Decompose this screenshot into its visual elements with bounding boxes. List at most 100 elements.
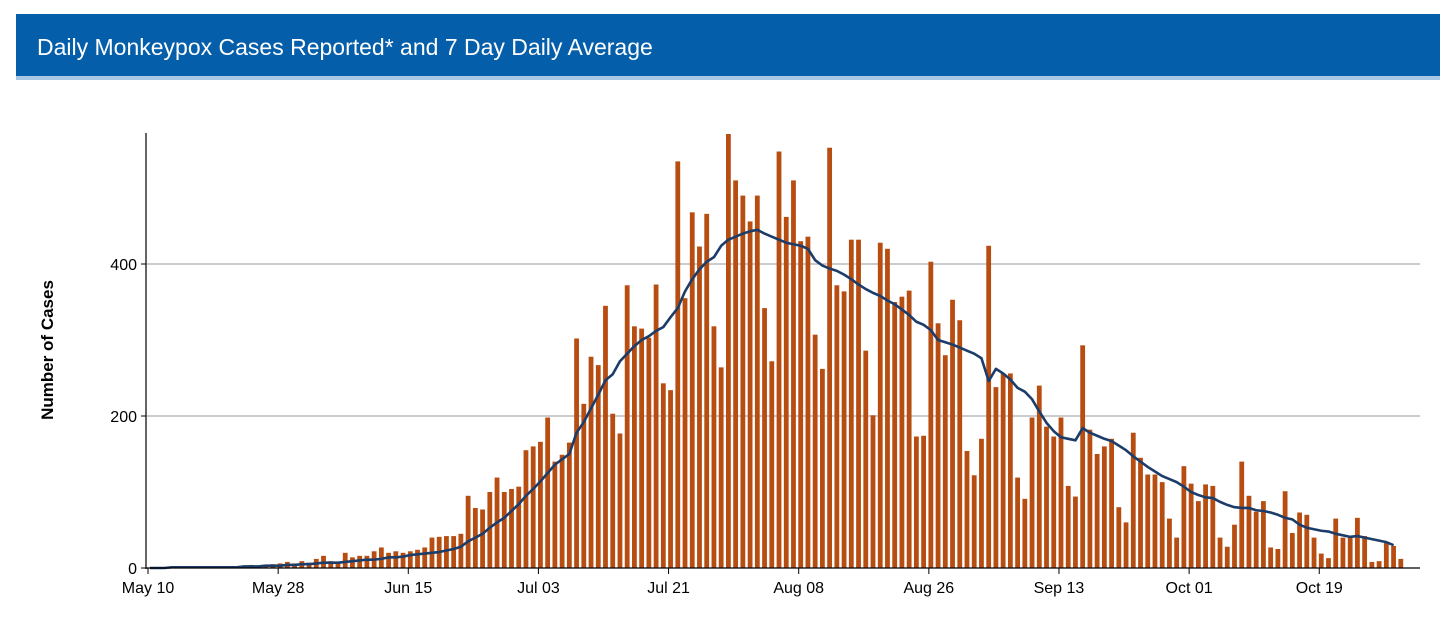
daily-cases-bar — [357, 555, 363, 568]
daily-cases-bar — [1138, 457, 1143, 568]
daily-cases-bar — [711, 326, 717, 568]
daily-cases-bar — [1000, 373, 1006, 568]
daily-cases-bar — [364, 555, 370, 568]
daily-cases-bar — [1080, 345, 1086, 568]
daily-cases-bar — [704, 213, 710, 568]
daily-cases-bar — [1224, 546, 1230, 568]
daily-cases-bar — [913, 436, 919, 568]
daily-cases-bar — [1073, 496, 1078, 568]
daily-cases-bar — [1058, 417, 1064, 568]
x-tick-label: Aug 26 — [903, 580, 954, 597]
daily-cases-bar — [885, 248, 890, 569]
daily-cases-bar — [776, 151, 782, 568]
daily-cases-bar — [1181, 466, 1187, 568]
daily-cases-bar — [798, 241, 804, 568]
daily-cases-bar — [559, 454, 565, 568]
x-tick-label: Jul 03 — [517, 580, 560, 597]
daily-cases-bar — [1065, 485, 1071, 568]
daily-cases-bar — [415, 549, 420, 568]
daily-cases-bar — [639, 328, 645, 568]
daily-cases-bar — [682, 298, 688, 568]
x-tick-label: May 28 — [252, 580, 305, 597]
daily-cases-bar — [1210, 485, 1216, 568]
daily-cases-bar — [899, 296, 905, 568]
daily-cases-bar — [1109, 438, 1114, 568]
daily-cases-bar — [574, 338, 579, 568]
daily-cases-bar — [1289, 533, 1295, 568]
daily-cases-bar — [487, 492, 493, 568]
daily-cases-bar — [1376, 561, 1382, 568]
daily-cases-bar — [595, 365, 601, 568]
daily-cases-bar — [979, 438, 984, 568]
daily-cases-bar — [1304, 514, 1310, 568]
daily-cases-bar — [733, 180, 739, 568]
daily-cases-bar — [1398, 558, 1404, 568]
daily-cases-bar — [451, 536, 457, 568]
daily-cases-bar — [1007, 373, 1013, 568]
daily-cases-bar — [783, 216, 789, 568]
daily-cases-bar — [906, 290, 912, 568]
daily-cases-bar — [501, 492, 507, 568]
daily-cases-bar — [1051, 436, 1057, 568]
daily-cases-bar — [1123, 522, 1129, 568]
daily-cases-bar — [624, 285, 630, 568]
daily-cases-bar — [928, 261, 934, 568]
daily-cases-bar — [1261, 501, 1266, 568]
daily-cases-bar — [465, 495, 471, 568]
daily-cases-bar — [697, 246, 702, 568]
daily-cases-bar — [718, 367, 724, 568]
daily-cases-bar — [530, 446, 536, 568]
daily-cases-bar — [610, 413, 616, 568]
daily-cases-bar — [791, 180, 796, 568]
daily-cases-bar — [877, 242, 883, 568]
daily-cases-bar — [509, 488, 514, 568]
daily-cases-bar — [400, 552, 406, 568]
daily-cases-bar — [841, 291, 847, 568]
daily-cases-bar — [617, 433, 623, 568]
x-tick-label: Aug 08 — [773, 580, 824, 597]
daily-cases-bar — [812, 334, 818, 568]
daily-cases-bar — [1311, 537, 1317, 568]
daily-cases-bar — [335, 563, 341, 568]
daily-cases-bar — [993, 387, 999, 568]
daily-cases-bar — [1355, 517, 1360, 568]
daily-cases-bar — [754, 195, 760, 568]
daily-cases-bar — [1282, 491, 1288, 568]
daily-cases-bar — [328, 561, 334, 568]
chart-header-banner: Daily Monkeypox Cases Reported* and 7 Da… — [16, 14, 1440, 80]
daily-cases-bar — [1159, 482, 1165, 568]
daily-cases-bar — [935, 323, 941, 568]
x-tick-label: Oct 19 — [1296, 580, 1343, 597]
daily-cases-bar — [581, 403, 587, 568]
daily-cases-bar — [863, 350, 869, 568]
daily-cases-bar — [1326, 558, 1331, 568]
daily-cases-bar — [834, 285, 840, 568]
axis-layer: 0 200 400 May 10 May 28 Jun 15 Jul 03 Jul 21 Aug… — [110, 133, 1420, 597]
daily-cases-bar — [1362, 536, 1368, 568]
daily-cases-bar — [1391, 545, 1396, 568]
x-tick-label: Jun 15 — [384, 580, 432, 597]
daily-cases-bar — [342, 552, 348, 568]
daily-cases-bar — [1015, 477, 1020, 568]
daily-cases-bar — [1333, 518, 1339, 568]
x-tick-label: May 10 — [122, 580, 175, 597]
daily-cases-bar — [480, 509, 485, 568]
daily-cases-bar — [1152, 474, 1158, 568]
daily-cases-bar — [1087, 429, 1093, 568]
daily-cases-bar — [1029, 417, 1035, 568]
daily-cases-bar — [856, 239, 861, 568]
daily-cases-bar — [1174, 537, 1180, 568]
daily-cases-bar — [1239, 461, 1245, 568]
daily-cases-bar — [957, 320, 963, 568]
y-tick-label: 0 — [128, 561, 137, 578]
daily-cases-bar — [1383, 542, 1389, 568]
daily-cases-bar — [747, 221, 753, 568]
chart-title: Daily Monkeypox Cases Reported* and 7 Da… — [37, 34, 653, 60]
daily-cases-bar — [588, 356, 594, 568]
daily-cases-bar — [632, 326, 637, 568]
daily-cases-bar — [1022, 498, 1028, 568]
daily-cases-bar — [1232, 524, 1237, 568]
daily-cases-bar — [1145, 474, 1151, 568]
daily-cases-bar — [1217, 537, 1223, 568]
daily-cases-bar — [950, 299, 955, 568]
